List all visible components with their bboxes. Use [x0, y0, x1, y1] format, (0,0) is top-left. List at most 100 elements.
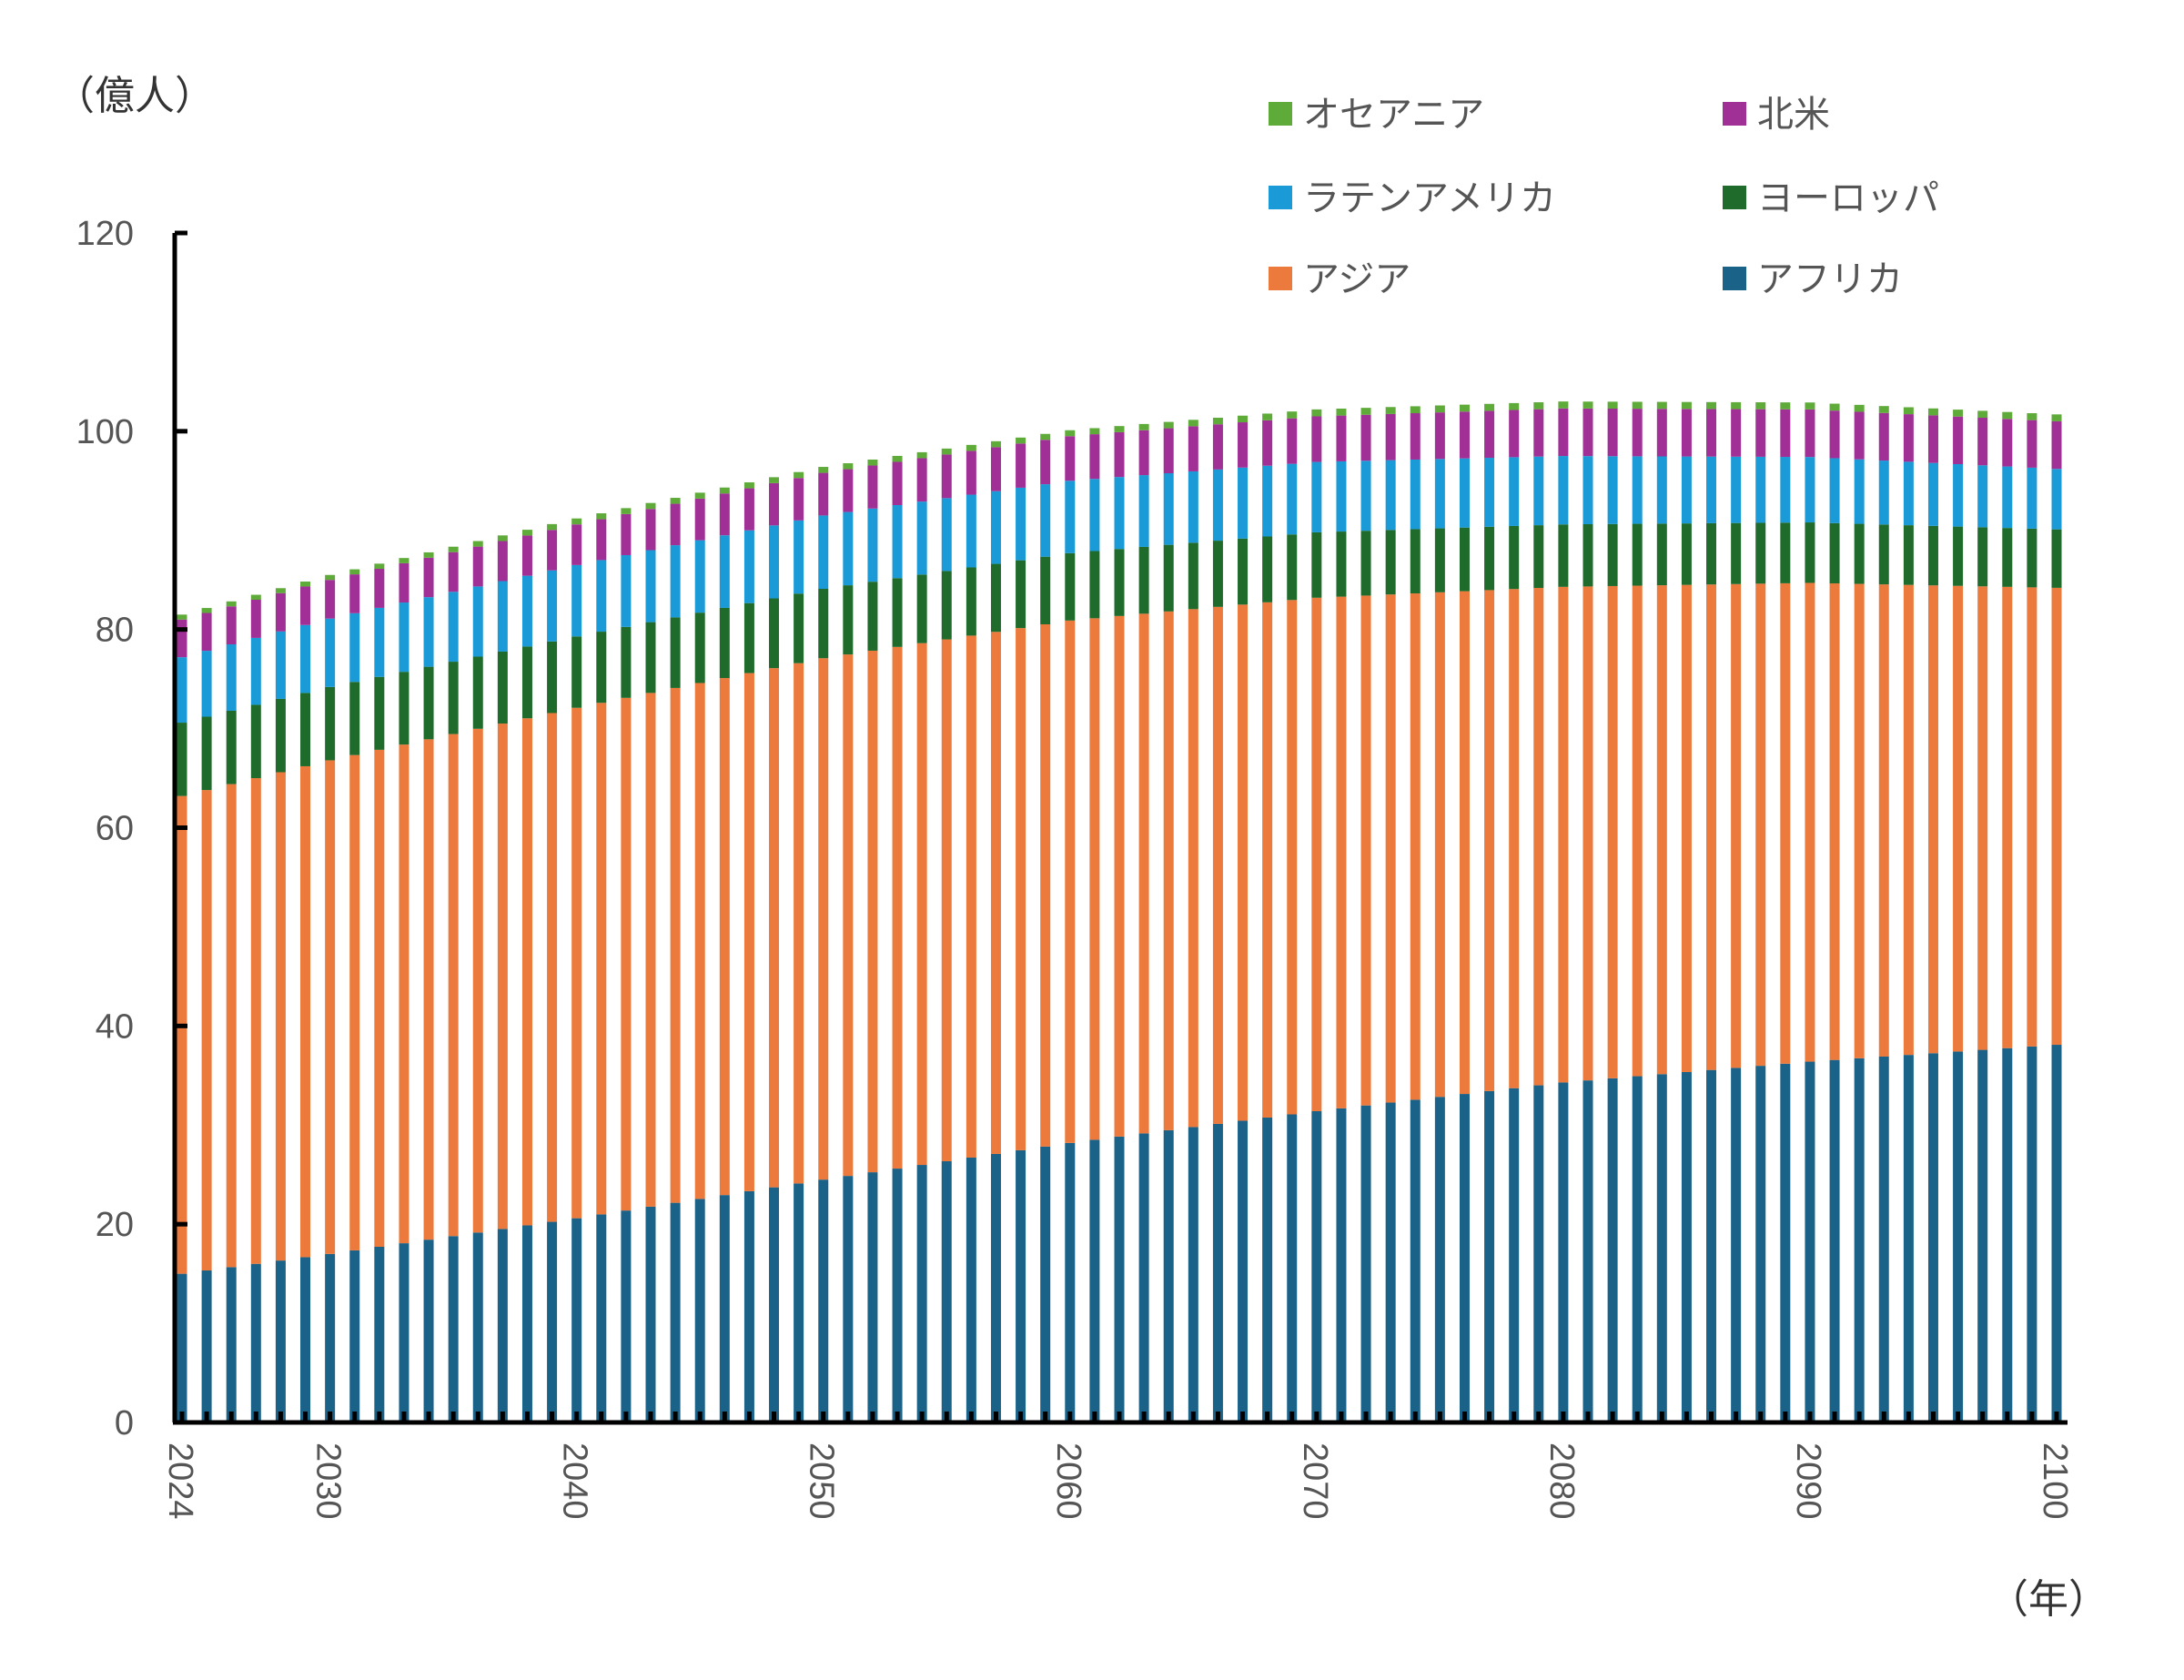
- bar-segment-2033-北米: [399, 562, 410, 603]
- bar-segment-2073-アジア: [1385, 594, 1396, 1103]
- bar-segment-2080-アフリカ: [1558, 1082, 1569, 1422]
- bar-segment-2090-アジア: [1805, 582, 1815, 1062]
- bar-segment-2050-ヨーロッパ: [818, 589, 829, 659]
- bar-segment-2079-北米: [1533, 409, 1544, 457]
- bar-segment-2057-アジア: [990, 632, 1001, 1154]
- bar-segment-2037-ヨーロッパ: [497, 651, 508, 724]
- x-tick-label: 2070: [1296, 1442, 1334, 1520]
- y-tick-label: 20: [96, 1206, 134, 1244]
- bar-segment-2078-北米: [1509, 410, 1520, 458]
- bar-segment-2028-アフリカ: [275, 1260, 286, 1422]
- bar-segment-2069-アジア: [1287, 600, 1298, 1115]
- bar-segment-2063-オセアニア: [1138, 423, 1149, 430]
- bar-segment-2036-オセアニア: [472, 541, 483, 547]
- bar-segment-2094-アフリカ: [1903, 1055, 1914, 1422]
- bar-segment-2099-北米: [2027, 420, 2037, 468]
- bar-segment-2088-ラテンアメリカ: [1755, 456, 1766, 523]
- legend-label: アフリカ: [1757, 258, 1903, 300]
- bar-segment-2098-北米: [2002, 419, 2013, 467]
- x-tick-label: 2040: [556, 1442, 594, 1520]
- bar-segment-2061-オセアニア: [1089, 428, 1100, 435]
- bar-segment-2054-アジア: [916, 643, 927, 1166]
- bar-segment-2081-ヨーロッパ: [1582, 524, 1593, 587]
- bar-segment-2060-ヨーロッパ: [1065, 552, 1076, 621]
- bar-segment-2046-北米: [719, 493, 730, 536]
- bar-segment-2068-ヨーロッパ: [1262, 536, 1273, 602]
- bar-segment-2035-アフリカ: [448, 1236, 459, 1422]
- bar-segment-2034-アジア: [423, 739, 434, 1240]
- bar-segment-2090-ラテンアメリカ: [1805, 457, 1815, 523]
- bar-segment-2044-アフリカ: [670, 1202, 681, 1422]
- bar-segment-2034-北米: [423, 557, 434, 598]
- bar-segment-2076-オセアニア: [1459, 404, 1470, 412]
- bar-segment-2100-アフリカ: [2051, 1045, 2062, 1422]
- x-tick-label: 2090: [1789, 1442, 1827, 1520]
- bar-segment-2052-ヨーロッパ: [867, 582, 878, 651]
- bar-segment-2030-アジア: [325, 760, 336, 1254]
- bar-segment-2096-北米: [1953, 416, 1964, 464]
- bar-segment-2097-アフリカ: [1977, 1049, 1988, 1422]
- bar-segment-2070-北米: [1311, 416, 1322, 462]
- bar-segment-2026-アジア: [226, 784, 237, 1268]
- bar-segment-2094-ヨーロッパ: [1903, 525, 1914, 585]
- bar-segment-2076-ラテンアメリカ: [1459, 458, 1470, 528]
- bar-segment-2053-アフリカ: [892, 1169, 903, 1422]
- bar-segment-2031-アジア: [349, 754, 360, 1250]
- bar-segment-2043-北米: [645, 509, 656, 551]
- bar-segment-2077-アフリカ: [1484, 1090, 1495, 1422]
- bar-segment-2051-ヨーロッパ: [843, 585, 854, 655]
- bar-segment-2028-オセアニア: [275, 588, 286, 593]
- bar-segment-2042-ラテンアメリカ: [621, 554, 632, 627]
- bar-segment-2082-ラテンアメリカ: [1607, 456, 1618, 524]
- bar-segment-2063-ラテンアメリカ: [1138, 475, 1149, 547]
- bar-segment-2075-北米: [1434, 412, 1445, 460]
- bar-segment-2067-オセアニア: [1238, 415, 1249, 423]
- bar-segment-2061-ラテンアメリカ: [1089, 479, 1100, 552]
- bar-segment-2028-アジア: [275, 772, 286, 1261]
- bar-segment-2100-ラテンアメリカ: [2051, 469, 2062, 530]
- bar-segment-2078-アフリカ: [1509, 1088, 1520, 1422]
- y-axis-unit-label: （億人）: [55, 73, 215, 119]
- bar-segment-2043-ラテンアメリカ: [645, 550, 656, 622]
- bar-segment-2091-ヨーロッパ: [1829, 522, 1840, 584]
- bar-segment-2075-アフリカ: [1434, 1097, 1445, 1422]
- bar-segment-2100-ヨーロッパ: [2051, 529, 2062, 588]
- bar-segment-2093-アジア: [1878, 584, 1889, 1057]
- bar-segment-2065-アフリカ: [1188, 1127, 1198, 1422]
- bar-segment-2050-ラテンアメリカ: [818, 515, 829, 590]
- bar-segment-2084-ヨーロッパ: [1656, 523, 1667, 586]
- bar-segment-2068-北米: [1262, 420, 1273, 466]
- bar-segment-2074-オセアニア: [1410, 406, 1421, 414]
- bar-segment-2042-北米: [621, 513, 632, 555]
- bar-segment-2077-オセアニア: [1484, 403, 1495, 411]
- bar-segment-2097-アジア: [1977, 586, 1988, 1050]
- bar-segment-2093-ヨーロッパ: [1878, 524, 1889, 585]
- bar-segment-2068-アフリカ: [1262, 1117, 1273, 1422]
- bar-segment-2033-アフリカ: [399, 1243, 410, 1422]
- bar-segment-2081-オセアニア: [1582, 401, 1593, 409]
- bar-segment-2042-アジア: [621, 697, 632, 1211]
- bar-segment-2037-オセアニア: [497, 535, 508, 541]
- x-tick-label: 2024: [161, 1442, 199, 1520]
- bar-segment-2095-ラテンアメリカ: [1927, 462, 1938, 526]
- bar-segment-2059-アジア: [1040, 624, 1051, 1147]
- bar-segment-2092-北米: [1854, 411, 1865, 460]
- bar-segment-2083-アジア: [1632, 585, 1643, 1077]
- bar-segment-2083-ラテンアメリカ: [1632, 456, 1643, 524]
- bar-segment-2071-オセアニア: [1336, 409, 1347, 416]
- bar-segment-2045-オセアニア: [694, 492, 705, 499]
- bar-segment-2081-アフリカ: [1582, 1080, 1593, 1422]
- bar-segment-2071-アジア: [1336, 596, 1347, 1108]
- bar-segment-2073-アフリカ: [1385, 1102, 1396, 1422]
- bar-segment-2046-アフリカ: [719, 1195, 730, 1422]
- bar-segment-2085-ヨーロッパ: [1681, 523, 1692, 585]
- bar-segment-2048-アフリカ: [769, 1187, 780, 1422]
- bar-segment-2033-オセアニア: [399, 558, 410, 563]
- bar-segment-2088-北米: [1755, 409, 1766, 457]
- bar-segment-2026-ラテンアメリカ: [226, 644, 237, 711]
- bar-segment-2100-北米: [2051, 420, 2062, 470]
- legend-swatch: [1723, 267, 1746, 290]
- bar-segment-2067-アジア: [1238, 604, 1249, 1121]
- bar-segment-2078-オセアニア: [1509, 402, 1520, 410]
- bar-segment-2024-アジア: [177, 795, 187, 1274]
